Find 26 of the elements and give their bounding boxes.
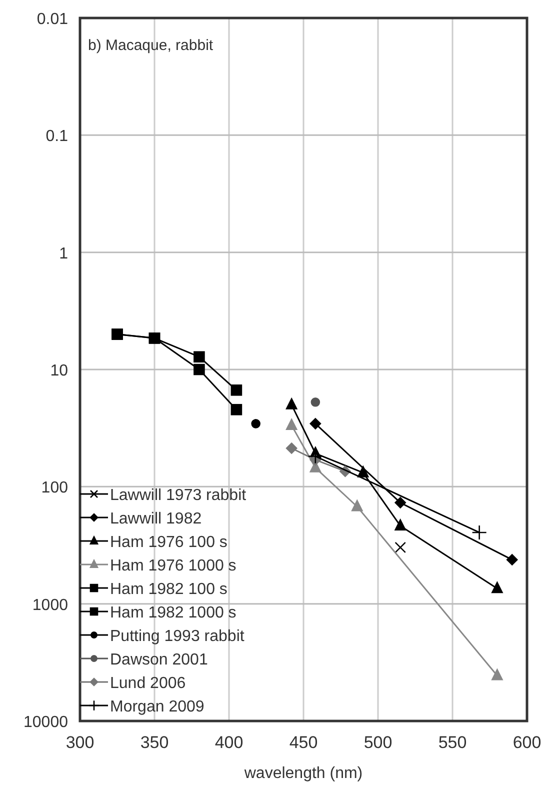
x-tick-label: 300: [66, 733, 94, 752]
x-tick-label: 550: [438, 733, 467, 752]
x-tick-label: 450: [289, 733, 318, 752]
y-tick-label: 0.1: [46, 128, 68, 146]
legend-label: Morgan 2009: [110, 698, 204, 716]
x-tick-label: 350: [140, 733, 169, 752]
legend-label: Ham 1976 1000 s: [110, 558, 236, 574]
x-tick-label: 500: [364, 733, 392, 752]
x-tick-label: 400: [214, 733, 244, 752]
y-tick-label: 10: [50, 362, 68, 380]
legend-label: Dawson 2001: [110, 652, 208, 668]
text: b) Macaque, rabbit: [88, 37, 214, 54]
x-axis-title: wavelength (nm): [243, 765, 363, 782]
y-tick-label: 1000: [32, 596, 68, 614]
legend-label: Lawwill 1982: [110, 510, 202, 528]
y-tick-label: 0.01: [36, 11, 68, 28]
legend-label: Ham 1976 100 s: [110, 534, 228, 551]
legend-label: Lawwill 1973 rabbit: [110, 487, 247, 504]
legend-label: Ham 1982 1000 s: [110, 604, 236, 622]
x-tick-label: 600: [512, 733, 542, 752]
y-tick-label: 10000: [24, 714, 68, 731]
y-tick-label: 100: [41, 480, 68, 497]
legend-label: Ham 1982 100 s: [110, 581, 228, 598]
legend-label: Lund 2006: [110, 675, 186, 692]
y-tick-label: 1: [59, 245, 68, 262]
legend-label: Putting 1993 rabbit: [110, 628, 245, 645]
